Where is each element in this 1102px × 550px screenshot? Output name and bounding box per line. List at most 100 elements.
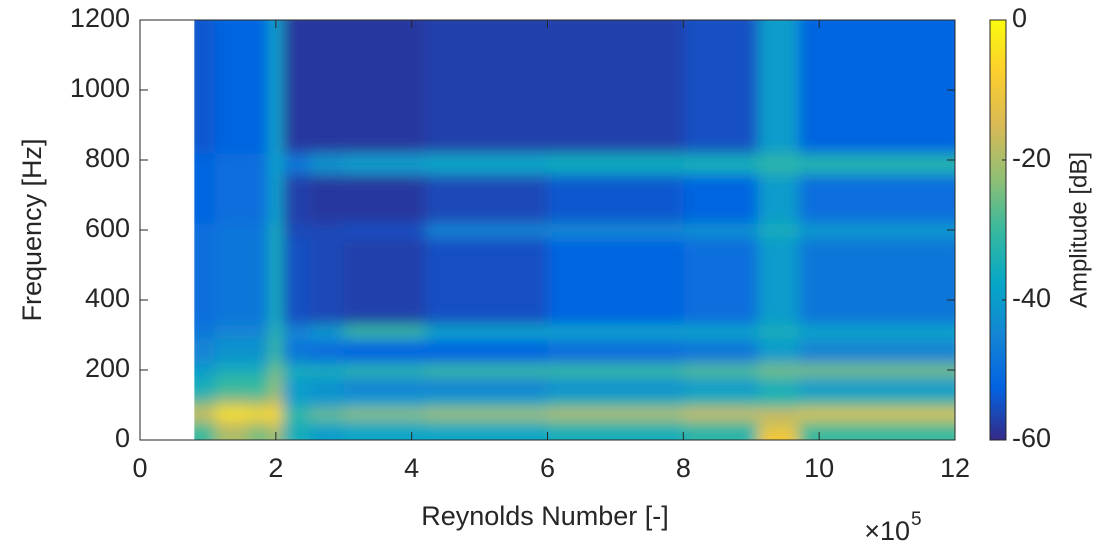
heat-cell [248,324,270,339]
y-axis-label: Frequency [Hz] [17,138,47,321]
y-tick-label: 600 [85,213,130,243]
heat-cell [683,377,759,399]
heat-cell [425,338,548,364]
heat-cell [758,398,800,409]
heat-cell [425,174,548,224]
heat-cell [547,324,684,339]
heat-cell [425,223,548,238]
heat-cell [758,324,800,339]
heat-cell [269,223,284,238]
heat-cell [798,363,956,378]
y-tick-label: 0 [115,423,130,453]
heat-cell [798,419,956,427]
heatmap-area [194,20,956,440]
heat-cell [547,223,684,238]
heat-cell [758,377,800,399]
heat-cell [214,237,250,325]
heat-cell [758,426,800,440]
heat-cell [343,174,426,224]
heat-cell [343,377,426,399]
heat-cell [269,363,284,378]
heat-cell [282,174,311,224]
heat-cell [683,419,759,427]
heat-cell [194,398,216,409]
heat-cell [269,237,284,325]
heat-cell [547,419,684,427]
heat-cell [343,20,426,154]
heat-cell [214,174,250,224]
heat-cell [425,324,548,339]
y-tick-label: 400 [85,283,130,313]
heat-cell [798,324,956,339]
heat-cell [282,237,311,325]
heat-cell [798,237,956,325]
heat-cell [269,398,284,409]
heat-cell [343,419,426,427]
heat-cell [798,338,956,364]
heat-cell [343,237,426,325]
x-tick-label: 4 [404,453,419,483]
heat-cell [683,153,759,175]
heat-cell [798,408,956,420]
x-tick-label: 12 [940,453,970,483]
heat-cell [248,237,270,325]
heat-cell [758,363,800,378]
heat-cell [343,223,426,238]
heat-cell [343,324,426,339]
heat-cell [214,338,250,364]
heat-cell [194,174,216,224]
heat-cell [282,153,311,175]
heat-cell [269,408,284,420]
heat-cell [248,426,270,440]
heat-cell [425,426,548,440]
x-multiplier: ×10 [864,516,910,545]
heat-cell [547,153,684,175]
heat-cell [248,20,270,154]
heat-cell [309,408,345,420]
heat-cell [343,363,426,378]
heat-cell [248,419,270,427]
heat-cell [309,153,345,175]
x-tick-label: 10 [804,453,834,483]
heat-cell [194,153,216,175]
colorbar-label: Amplitude [dB] [1065,152,1092,308]
heat-cell [425,377,548,399]
heat-cell [309,363,345,378]
heat-cell [214,426,250,440]
heat-cell [214,408,250,420]
heat-cell [248,223,270,238]
heat-cell [282,426,311,440]
heat-cell [248,398,270,409]
heat-cell [194,426,216,440]
heat-cell [248,363,270,378]
heat-cell [798,426,956,440]
heat-cell [547,377,684,399]
x-tick-label: 8 [676,453,691,483]
heat-cell [547,398,684,409]
heat-cell [798,174,956,224]
heat-cell [683,20,759,154]
heat-cell [194,20,216,154]
heat-cell [758,408,800,420]
heat-cell [309,324,345,339]
heat-cell [269,174,284,224]
heat-cell [758,419,800,427]
heat-cell [798,20,956,154]
x-tick-label: 6 [540,453,555,483]
heat-cell [248,377,270,399]
x-tick-label: 2 [268,453,283,483]
heat-cell [282,20,311,154]
heat-cell [758,223,800,238]
x-axis-label: Reynolds Number [-] [421,501,669,531]
heat-cell [758,20,800,154]
y-tick-label: 1200 [70,3,130,33]
heat-cell [547,426,684,440]
heat-cell [798,377,956,399]
heat-cell [269,20,284,154]
heat-cell [309,174,345,224]
heat-cell [425,419,548,427]
heat-cell [269,324,284,339]
heat-cell [425,153,548,175]
heat-cell [282,363,311,378]
